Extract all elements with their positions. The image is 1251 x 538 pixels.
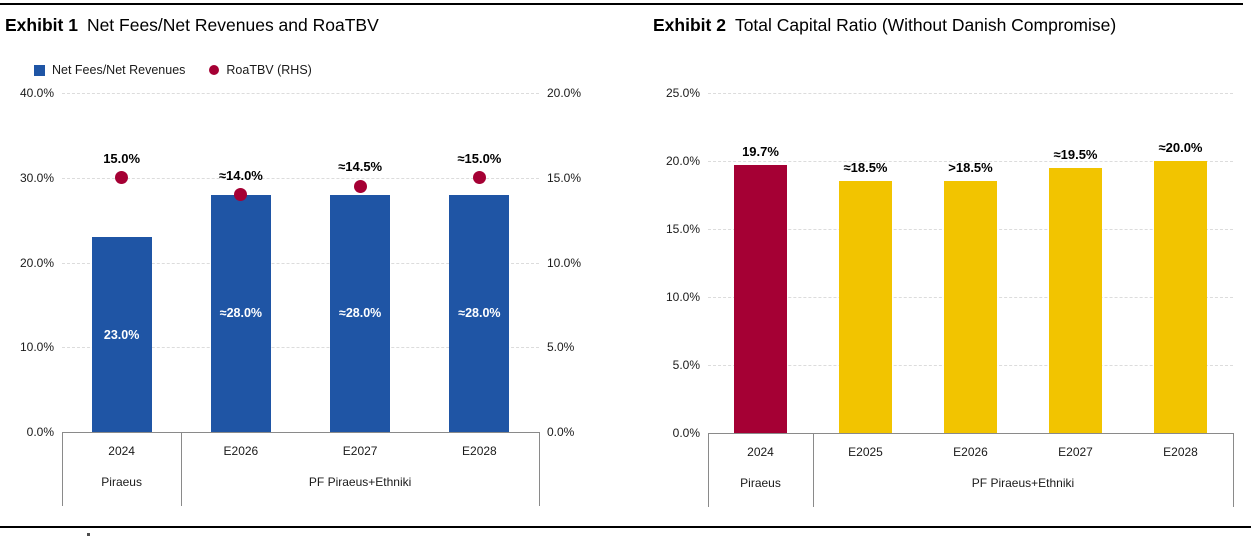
left-axis-tick-label: 20.0% [19, 255, 54, 270]
exhibit1-heading: Exhibit 1 Net Fees/Net Revenues and RoaTB… [5, 14, 379, 36]
scatter-dot [115, 171, 129, 185]
category-label: E2025 [848, 445, 883, 459]
group-label: Piraeus [101, 475, 142, 489]
scatter-dot [234, 188, 248, 202]
exhibit1-title: Net Fees/Net Revenues and RoaTBV [86, 15, 379, 35]
chart-legend: Net Fees/Net Revenues RoaTBV (RHS) [34, 63, 312, 77]
group-label: Piraeus [740, 476, 781, 490]
gridline [62, 177, 539, 179]
category-label: E2028 [462, 444, 497, 458]
category-table-border [813, 433, 814, 507]
gridline [708, 93, 1233, 94]
legend-square-marker-icon [34, 64, 45, 76]
exhibit1-panel: Exhibit 1 Net Fees/Net Revenues and RoaTB… [5, 14, 582, 506]
left-axis-tick-label: 40.0% [19, 86, 54, 100]
x-axis-line [708, 433, 1233, 434]
right-axis-tick-label: 15.0% [547, 170, 582, 185]
bar-value-label: 19.7% [742, 144, 779, 160]
bar-value-label: 23.0% [103, 327, 140, 342]
bar [734, 165, 787, 433]
dot-value-label: 15.0% [103, 150, 141, 166]
dot-value-label: ≈15.0% [457, 150, 502, 166]
bar [1154, 161, 1207, 433]
left-axis-tick-label: 30.0% [19, 170, 54, 185]
category-label: E2026 [223, 444, 259, 458]
category-table-border [1233, 433, 1234, 507]
category-label: E2027 [1058, 445, 1093, 459]
legend-circle-marker-icon [209, 65, 220, 75]
category-label: E2028 [1163, 445, 1198, 459]
top-divider [0, 3, 1243, 5]
bar-value-label: ≈28.0% [338, 306, 382, 321]
category-table-border [181, 432, 183, 506]
legend-label: Net Fees/Net Revenues [52, 63, 186, 77]
bar-value-label: ≈28.0% [458, 306, 501, 321]
bar-value-label: ≈18.5% [843, 160, 888, 176]
dot-value-label: ≈14.0% [218, 167, 263, 183]
bar [839, 181, 892, 433]
left-axis-tick-label: 25.0% [665, 86, 700, 100]
gridline [62, 347, 539, 349]
category-label: E2027 [342, 444, 378, 458]
right-axis-tick-label: 20.0% [547, 86, 582, 100]
bar [1049, 167, 1102, 433]
category-table-border [539, 432, 540, 506]
gridline [708, 161, 1233, 162]
gridline [62, 262, 539, 264]
left-axis-tick-label: 0.0% [672, 426, 700, 440]
exhibit2-title: Total Capital Ratio (Without Danish Comp… [734, 15, 1117, 35]
scatter-dot [472, 171, 486, 185]
bar [91, 237, 152, 432]
exhibit2-panel: Exhibit 2 Total Capital Ratio (Without Da… [640, 0, 1251, 538]
x-axis-line [62, 432, 539, 433]
left-axis-tick-label: 0.0% [26, 425, 54, 439]
group-label: PF Piraeus+Ethniki [308, 475, 412, 489]
bar [210, 194, 271, 432]
right-axis-tick-label: 0.0% [547, 425, 575, 439]
category-table-border [62, 432, 63, 506]
exhibit2-label: Exhibit 2 [653, 15, 726, 35]
right-axis-tick-label: 10.0% [547, 255, 582, 270]
bar [944, 181, 997, 433]
left-axis-tick-label: 10.0% [665, 290, 700, 304]
left-axis-tick-label: 10.0% [19, 340, 54, 355]
bar-value-label: ≈28.0% [219, 306, 263, 321]
bar [330, 194, 391, 432]
bottom-divider [0, 526, 1251, 528]
gridline [62, 93, 539, 94]
right-axis-tick-label: 5.0% [547, 340, 575, 355]
legend-label: RoaTBV (RHS) [226, 63, 312, 77]
category-label: E2026 [953, 445, 988, 459]
group-label: PF Piraeus+Ethniki [971, 476, 1075, 490]
dot-value-label: ≈14.5% [338, 159, 383, 175]
left-axis-tick-label: 5.0% [672, 358, 700, 372]
exhibit1-label: Exhibit 1 [5, 15, 78, 35]
category-label: 2024 [747, 445, 774, 459]
legend-item: Net Fees/Net Revenues [34, 63, 185, 77]
bar-value-label: ≈20.0% [1158, 140, 1203, 155]
legend-item: RoaTBV (RHS) [209, 63, 312, 77]
left-axis-tick-label: 20.0% [665, 154, 700, 168]
category-label: 2024 [108, 444, 135, 458]
left-axis-tick-label: 15.0% [665, 222, 700, 236]
scatter-dot [353, 179, 367, 193]
exhibit2-heading: Exhibit 2 Total Capital Ratio (Without Da… [653, 14, 1116, 36]
cropped-text-fragment [87, 533, 90, 536]
bar-value-label: ≈19.5% [1053, 146, 1098, 162]
bar-value-label: >18.5% [948, 160, 993, 176]
bar [449, 194, 510, 432]
category-table-border [708, 433, 709, 507]
